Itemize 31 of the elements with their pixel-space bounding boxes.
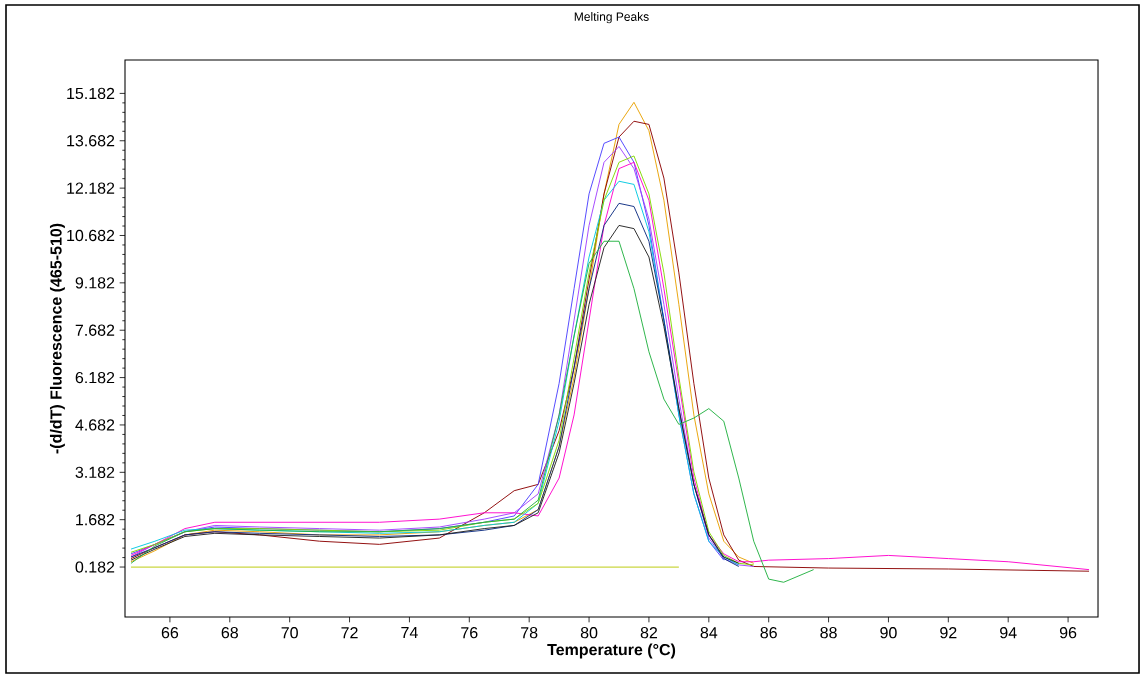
- x-tick-label: 66: [161, 627, 179, 639]
- y-tick-label: 10.682: [67, 229, 115, 242]
- y-tick-label: 13.682: [67, 135, 115, 147]
- y-tick-label: 4.682: [75, 419, 115, 431]
- x-tick-label: 74: [401, 627, 418, 639]
- y-tick-label: 1.682: [76, 514, 115, 526]
- x-tick-label: 90: [880, 627, 897, 639]
- y-tick-label: 12.182: [67, 182, 115, 194]
- x-tick-label: 70: [281, 627, 298, 639]
- chart-title: Melting Peaks: [574, 12, 649, 24]
- x-tick-label: 88: [820, 627, 837, 639]
- y-tick-label: 3.182: [75, 466, 115, 478]
- x-tick-label: 68: [221, 627, 238, 639]
- x-tick-label: 84: [700, 627, 718, 639]
- line-series: [130, 240, 815, 583]
- x-tick-label: 80: [580, 627, 598, 639]
- y-tick-label: 9.182: [75, 277, 115, 289]
- x-tick-label: 96: [1059, 627, 1077, 639]
- x-tick-label: 92: [940, 627, 957, 639]
- y-tick-label: 15.182: [67, 87, 115, 100]
- x-tick-label: 94: [1000, 627, 1017, 639]
- x-tick-label: 72: [341, 627, 358, 639]
- x-tick-label: 76: [461, 627, 478, 639]
- y-tick-label: 0.182: [75, 561, 115, 573]
- x-axis-title: Temperature (°C): [547, 643, 676, 659]
- x-tick-label: 86: [760, 627, 777, 639]
- x-tick-label: 78: [521, 627, 538, 639]
- y-tick-label: 7.682: [75, 324, 115, 336]
- x-tick-label: 82: [640, 627, 658, 639]
- y-tick-label: 6.182: [75, 371, 115, 384]
- y-axis-title: -(d/dT) Fluorescence (465-510): [49, 223, 65, 454]
